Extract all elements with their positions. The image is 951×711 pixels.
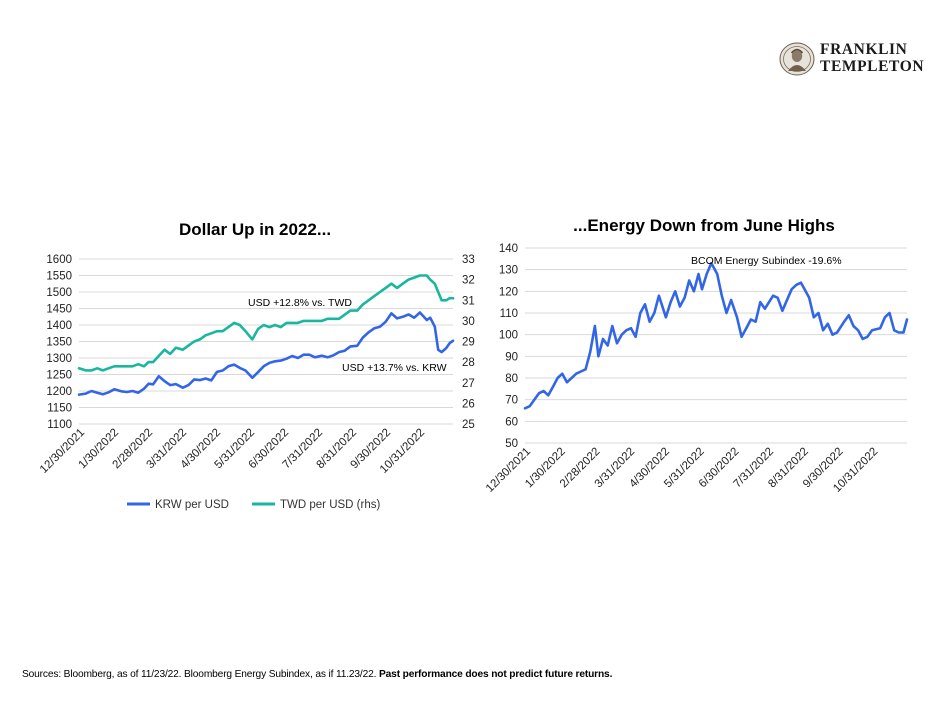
series-line <box>523 261 909 410</box>
chart-title: Dollar Up in 2022... <box>179 220 331 239</box>
y-tick-label: 70 <box>505 395 518 407</box>
sources-text: Sources: Bloomberg, as of 11/23/22. Bloo… <box>22 669 380 680</box>
y-tick-label: 1550 <box>46 271 72 283</box>
y-tick-label: 1400 <box>46 320 72 332</box>
series-line-twd <box>77 274 455 372</box>
y-tick-label: 80 <box>505 373 518 385</box>
series-line-krw <box>77 311 455 396</box>
y-axis-right: 25 26 27 28 29 30 31 32 33 <box>462 254 475 431</box>
twd-annotation: USD +12.8% vs. TWD <box>248 297 352 309</box>
y-tick-label: 1150 <box>47 403 72 415</box>
legend-label-krw: KRW per USD <box>155 499 229 511</box>
y2-tick-label: 25 <box>462 419 475 431</box>
y-tick-label: 1600 <box>46 254 72 266</box>
disclaimer-text: Past performance does not predict future… <box>379 669 613 680</box>
x-tick-label: 12/30/2021 <box>484 446 533 495</box>
series-lines <box>77 274 455 396</box>
y2-tick-label: 29 <box>462 337 475 349</box>
dollar-chart: Dollar Up in 2022... 1100 1150 1200 1250 130… <box>38 220 475 511</box>
y-tick-label: 50 <box>505 438 518 450</box>
chart-title: ...Energy Down from June Highs <box>573 216 835 235</box>
series-lines <box>523 261 909 410</box>
legend: KRW per USD TWD per USD (rhs) <box>127 499 380 511</box>
x-axis: 12/30/20211/30/20222/28/20223/31/20224/3… <box>484 446 880 495</box>
y-tick-label: 1300 <box>46 353 72 365</box>
y-tick-label: 1100 <box>47 419 72 431</box>
y2-tick-label: 27 <box>462 378 475 390</box>
y-tick-label: 100 <box>499 330 518 342</box>
y-tick-label: 140 <box>499 243 518 255</box>
y2-tick-label: 33 <box>462 254 475 266</box>
logo-wordmark: FRANKLIN TEMPLETON <box>820 41 924 75</box>
legend-label-twd: TWD per USD (rhs) <box>280 499 380 511</box>
y-tick-label: 1250 <box>46 370 72 382</box>
y-tick-label: 110 <box>500 308 518 320</box>
energy-chart: ...Energy Down from June Highs 50 60 70 80 9… <box>484 216 909 495</box>
y2-tick-label: 31 <box>462 295 475 307</box>
sources-footnote: Sources: Bloomberg, as of 11/23/22. Bloo… <box>22 669 612 680</box>
y2-tick-label: 26 <box>462 398 475 410</box>
logo-line-1: FRANKLIN <box>820 41 908 58</box>
y-tick-label: 130 <box>499 265 518 277</box>
y2-tick-label: 30 <box>462 316 475 328</box>
y-tick-label: 1350 <box>46 337 72 349</box>
y-axis: 50 60 70 80 90 100 110 120 130 140 <box>499 243 518 450</box>
y-axis-left: 1100 1150 1200 1250 1300 1350 1400 1450 1500 1550… <box>46 254 72 431</box>
y-tick-label: 1500 <box>46 287 72 299</box>
franklin-templeton-logo: FRANKLIN TEMPLETON <box>779 41 929 77</box>
logo-line-2: TEMPLETON <box>820 58 925 75</box>
y2-tick-label: 28 <box>462 357 475 369</box>
krw-annotation: USD +13.7% vs. KRW <box>342 362 447 374</box>
bcom-annotation: BCOM Energy Subindex -19.6% <box>691 255 842 267</box>
y2-tick-label: 32 <box>462 275 475 287</box>
portrait-seal-icon <box>779 42 815 76</box>
y-tick-label: 60 <box>505 416 518 428</box>
gridlines <box>79 258 453 425</box>
y-tick-label: 1450 <box>46 304 72 316</box>
y-tick-label: 120 <box>499 286 518 298</box>
y-tick-label: 90 <box>505 351 518 363</box>
x-axis: 12/30/20211/30/20222/28/20223/31/20224/3… <box>38 427 427 476</box>
y-tick-label: 1200 <box>46 386 72 398</box>
gridlines <box>525 247 907 444</box>
x-tick-label: 12/30/2021 <box>38 427 87 476</box>
